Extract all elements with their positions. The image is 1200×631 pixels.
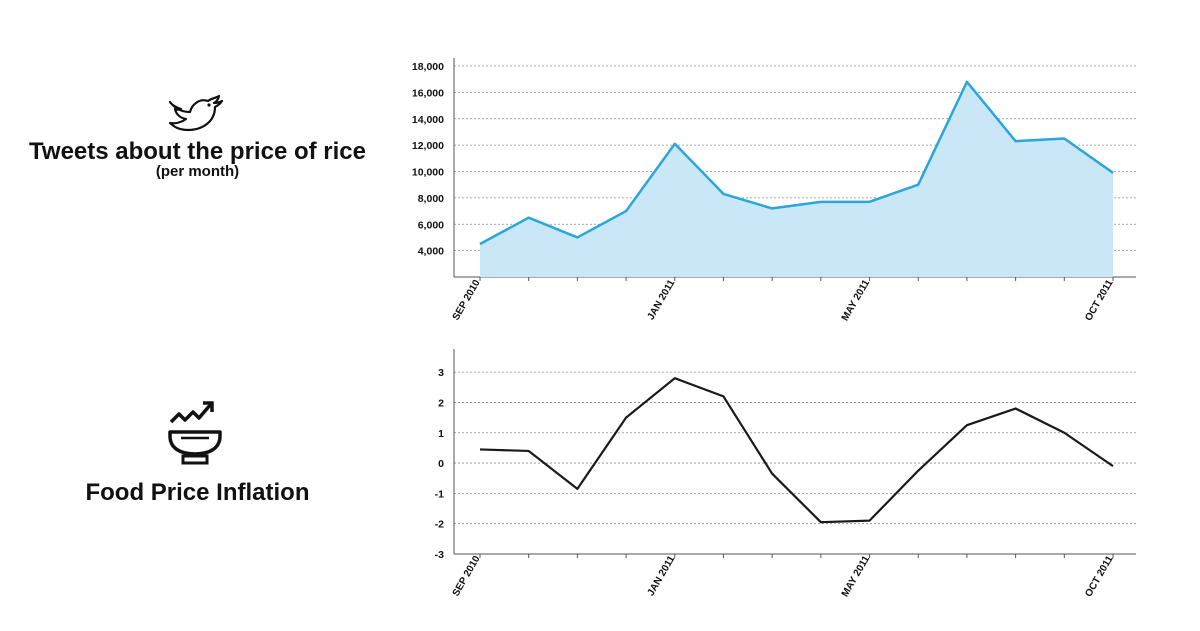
tweets-y-tick-label: 4,000 [418,246,444,258]
panel-inflation-title: Food Price Inflation [85,479,310,506]
tweets-y-tick-label: 18,000 [412,61,444,73]
inflation-data-point [625,417,627,419]
inflation-data-point [1063,432,1065,434]
panel-tweets-label: Tweets about the price of rice (per mont… [20,140,375,180]
tweets-series-line [479,80,1114,246]
inflation-data-point [528,450,530,452]
inflation-data-point [869,520,871,522]
inflation-data-point [1112,465,1114,467]
tweets-y-tick-label: 10,000 [412,167,444,179]
panel-tweets-title: Tweets about the price of rice [29,138,366,165]
inflation-x-tick-label: JAN 2011 [646,554,678,598]
rice-bowl-rising-trend-icon [165,398,225,468]
inflation-data-point [576,488,578,490]
panel-tweets-subtitle: (per month) [155,163,240,180]
inflation-data-point [966,424,968,426]
inflation-x-tick-label: MAY 2011 [840,554,873,599]
inflation-y-tick-label: -2 [435,519,444,531]
inflation-data-point [722,395,724,397]
tweets-y-tick-label: 12,000 [412,140,444,152]
inflation-data-point [917,470,919,472]
inflation-data-point [820,521,822,523]
inflation-series-line [479,377,1114,524]
inflation-y-tick-label: 2 [438,397,444,409]
inflation-y-tick-label: 0 [438,458,444,470]
tweets-y-tick-label: 8,000 [418,193,444,205]
inflation-y-tick-label: -1 [435,488,444,500]
inflation-data-point [674,377,676,379]
tweets-y-tick-label: 16,000 [412,87,444,99]
inflation-data-point [479,448,481,450]
tweets-y-tick-label: 14,000 [412,114,444,126]
tweets-y-tick-label: 6,000 [418,219,444,231]
inflation-data-point [1015,408,1017,410]
inflation-y-tick-label: 3 [438,367,444,379]
inflation-data-point [771,473,773,475]
inflation-x-tick-label: OCT 2011 [1083,554,1116,599]
inflation-y-tick-label: -3 [435,549,444,561]
inflation-y-tick-label: 1 [438,428,444,440]
twitter-bird-icon [162,92,228,134]
panel-inflation-label: Food Price Inflation [20,481,375,505]
tweets-area [480,81,1113,277]
inflation-x-tick-label: SEP 2010 [451,554,483,599]
